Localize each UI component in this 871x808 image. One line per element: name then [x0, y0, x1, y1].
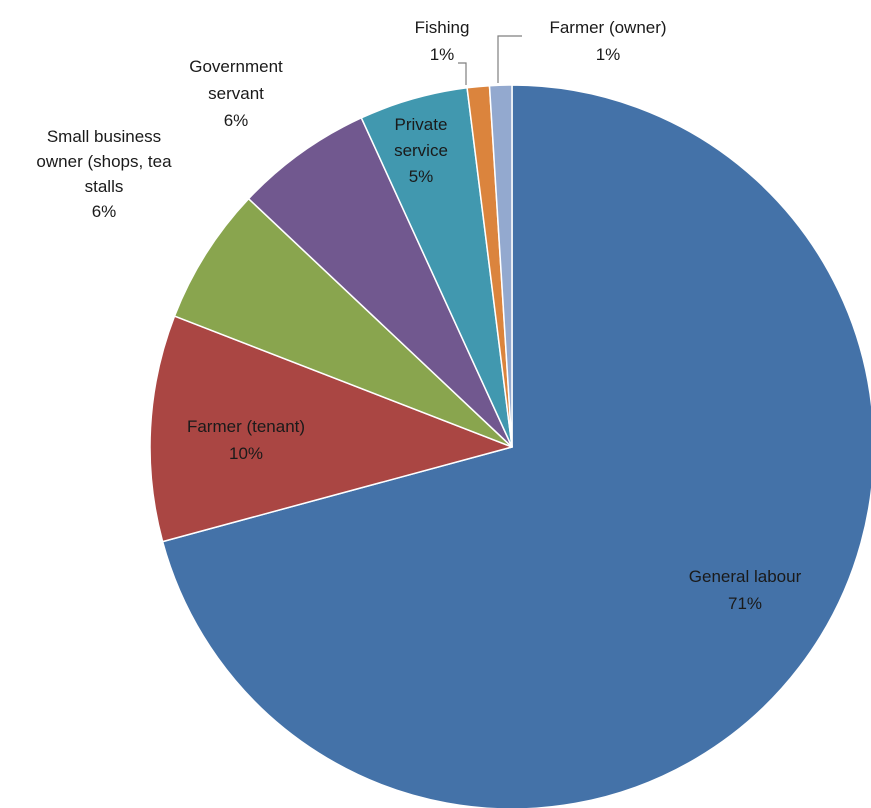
slice-label-line: 71% — [728, 594, 762, 613]
slice-label: Government servant 6% — [189, 57, 283, 130]
slice-label: Private service 5% — [394, 115, 448, 186]
slice-label-line: service — [394, 141, 448, 160]
slice-label: Small business owner (shops, tea stalls 6% — [36, 127, 172, 221]
leader-line — [458, 62, 467, 85]
slice-label-line: General labour — [689, 567, 802, 586]
leader-line — [497, 35, 522, 83]
pie-slice — [173, 197, 513, 448]
pie-slice — [149, 315, 513, 543]
slice-label-line: 6% — [92, 202, 117, 221]
slice-label-line: Farmer (tenant) — [187, 417, 305, 436]
slice-label: Farmer (owner) 1% — [549, 18, 666, 64]
slice-labels: General labour 71% Farmer (tenant) 10% Small… — [36, 18, 801, 613]
slice-label-line: 5% — [409, 167, 434, 186]
slice-label-line: owner (shops, tea — [36, 152, 172, 171]
slice-label-line: Fishing — [415, 18, 470, 37]
leader-lines — [458, 35, 522, 85]
pie-slice — [247, 117, 513, 448]
slice-label-line: stalls — [85, 177, 124, 196]
slice-label-line: Small business — [47, 127, 161, 146]
pie-slice — [488, 84, 513, 448]
slice-label: General labour 71% — [689, 567, 802, 613]
slice-label-line: 1% — [430, 45, 455, 64]
pie-slices — [149, 84, 871, 808]
slice-label-line: servant — [208, 84, 264, 103]
slice-label-line: Farmer (owner) — [549, 18, 666, 37]
slice-label-line: 6% — [224, 111, 249, 130]
slice-label-line: 1% — [596, 45, 621, 64]
pie-slice — [161, 84, 871, 808]
slice-label-line: Private — [395, 115, 448, 134]
slice-label: Farmer (tenant) 10% — [187, 417, 305, 463]
slice-label-line: 10% — [229, 444, 263, 463]
slice-label: Fishing 1% — [415, 18, 470, 64]
slice-label-line: Government — [189, 57, 283, 76]
